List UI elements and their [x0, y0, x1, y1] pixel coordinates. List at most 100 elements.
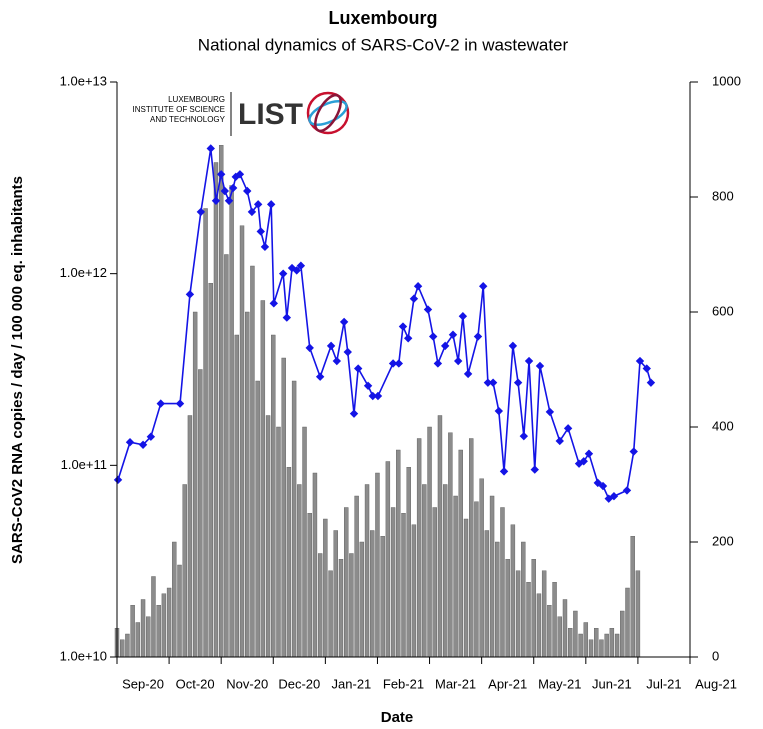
- bar: [422, 484, 427, 658]
- bar: [437, 415, 443, 658]
- bar: [172, 541, 177, 658]
- data-point: [423, 305, 433, 314]
- y2-tick-label: 200: [712, 533, 734, 548]
- data-point: [343, 347, 352, 357]
- data-point: [398, 322, 408, 331]
- bar: [500, 507, 505, 658]
- data-point: [646, 378, 656, 387]
- logo-text: LUXEMBOURG: [168, 95, 225, 104]
- x-tick-label: Dec-20: [278, 676, 320, 691]
- data-point: [642, 364, 651, 373]
- data-point: [458, 311, 468, 321]
- data-point: [315, 372, 325, 381]
- data-point: [292, 266, 301, 275]
- x-tick-label: Feb-21: [383, 676, 424, 691]
- bar: [406, 467, 411, 658]
- data-point: [579, 457, 588, 466]
- bar: [312, 472, 318, 658]
- bar: [146, 616, 151, 658]
- bar: [213, 162, 219, 658]
- bar: [531, 559, 536, 658]
- x-axis-title: Date: [381, 709, 414, 726]
- bar: [364, 484, 370, 658]
- y2-tick-label: 400: [712, 418, 734, 433]
- bar: [614, 633, 620, 658]
- data-point: [555, 436, 564, 446]
- bar: [187, 415, 193, 658]
- bar: [156, 605, 161, 658]
- data-point: [211, 196, 221, 205]
- data-point: [278, 269, 288, 278]
- data-point: [524, 356, 534, 366]
- bar: [203, 208, 208, 658]
- data-point: [363, 381, 373, 390]
- data-point: [513, 378, 523, 387]
- data-point: [453, 356, 463, 366]
- bar: [218, 145, 224, 658]
- data-point: [256, 227, 265, 236]
- bar: [396, 449, 401, 658]
- y-tick-label: 1.0e+13: [60, 73, 107, 88]
- data-point: [494, 406, 504, 416]
- bar: [297, 484, 302, 658]
- bar: [505, 559, 510, 658]
- bar: [541, 570, 547, 658]
- bar: [166, 587, 172, 658]
- data-point: [403, 334, 413, 343]
- data-point: [478, 282, 488, 291]
- bar: [588, 639, 594, 658]
- data-point: [604, 494, 613, 503]
- bar: [302, 426, 307, 658]
- bar: [411, 524, 417, 658]
- x-tick-label: Jan-21: [332, 676, 372, 691]
- bar: [390, 507, 396, 658]
- data-point: [622, 486, 632, 495]
- bar: [344, 507, 349, 658]
- bar: [385, 461, 391, 658]
- x-tick-label: Nov-20: [226, 676, 268, 691]
- bar: [562, 599, 568, 658]
- y2-tick-label: 0: [712, 648, 719, 663]
- data-point: [535, 361, 545, 371]
- data-point: [440, 341, 450, 351]
- bar: [495, 541, 500, 658]
- bar: [375, 472, 380, 658]
- data-point: [428, 332, 438, 341]
- data-point: [253, 200, 263, 209]
- bar: [521, 541, 526, 658]
- bar: [354, 495, 359, 658]
- bar: [567, 628, 573, 658]
- data-point: [448, 330, 458, 339]
- bar: [526, 582, 531, 658]
- bar: [510, 524, 516, 658]
- x-tick-label: Apr-21: [488, 676, 527, 691]
- chart-title: Luxembourg: [328, 8, 437, 28]
- logo: LUXEMBOURG INSTITUTE OF SCIENCE AND TECH…: [133, 91, 350, 136]
- chart-subtitle: National dynamics of SARS-CoV-2 in waste…: [198, 35, 569, 54]
- bar: [271, 334, 276, 658]
- data-point: [339, 317, 349, 327]
- data-point: [349, 409, 359, 418]
- data-point: [563, 424, 573, 433]
- bar: [182, 484, 187, 658]
- bar: [594, 628, 599, 658]
- data-point: [156, 399, 165, 408]
- bar: [463, 518, 469, 658]
- data-point: [545, 407, 555, 417]
- data-point: [282, 313, 292, 322]
- data-point: [598, 481, 608, 491]
- data-point: [235, 170, 245, 179]
- bar: [234, 334, 240, 658]
- bar: [135, 622, 141, 658]
- bar: [552, 582, 557, 658]
- bar: [370, 530, 375, 658]
- x-tick-label: Jun-21: [592, 676, 632, 691]
- data-point: [508, 341, 518, 351]
- bar: [276, 426, 281, 658]
- bar: [547, 605, 552, 658]
- data-point: [433, 359, 443, 368]
- bar: [620, 610, 625, 658]
- bar: [125, 633, 130, 658]
- data-point: [413, 282, 423, 291]
